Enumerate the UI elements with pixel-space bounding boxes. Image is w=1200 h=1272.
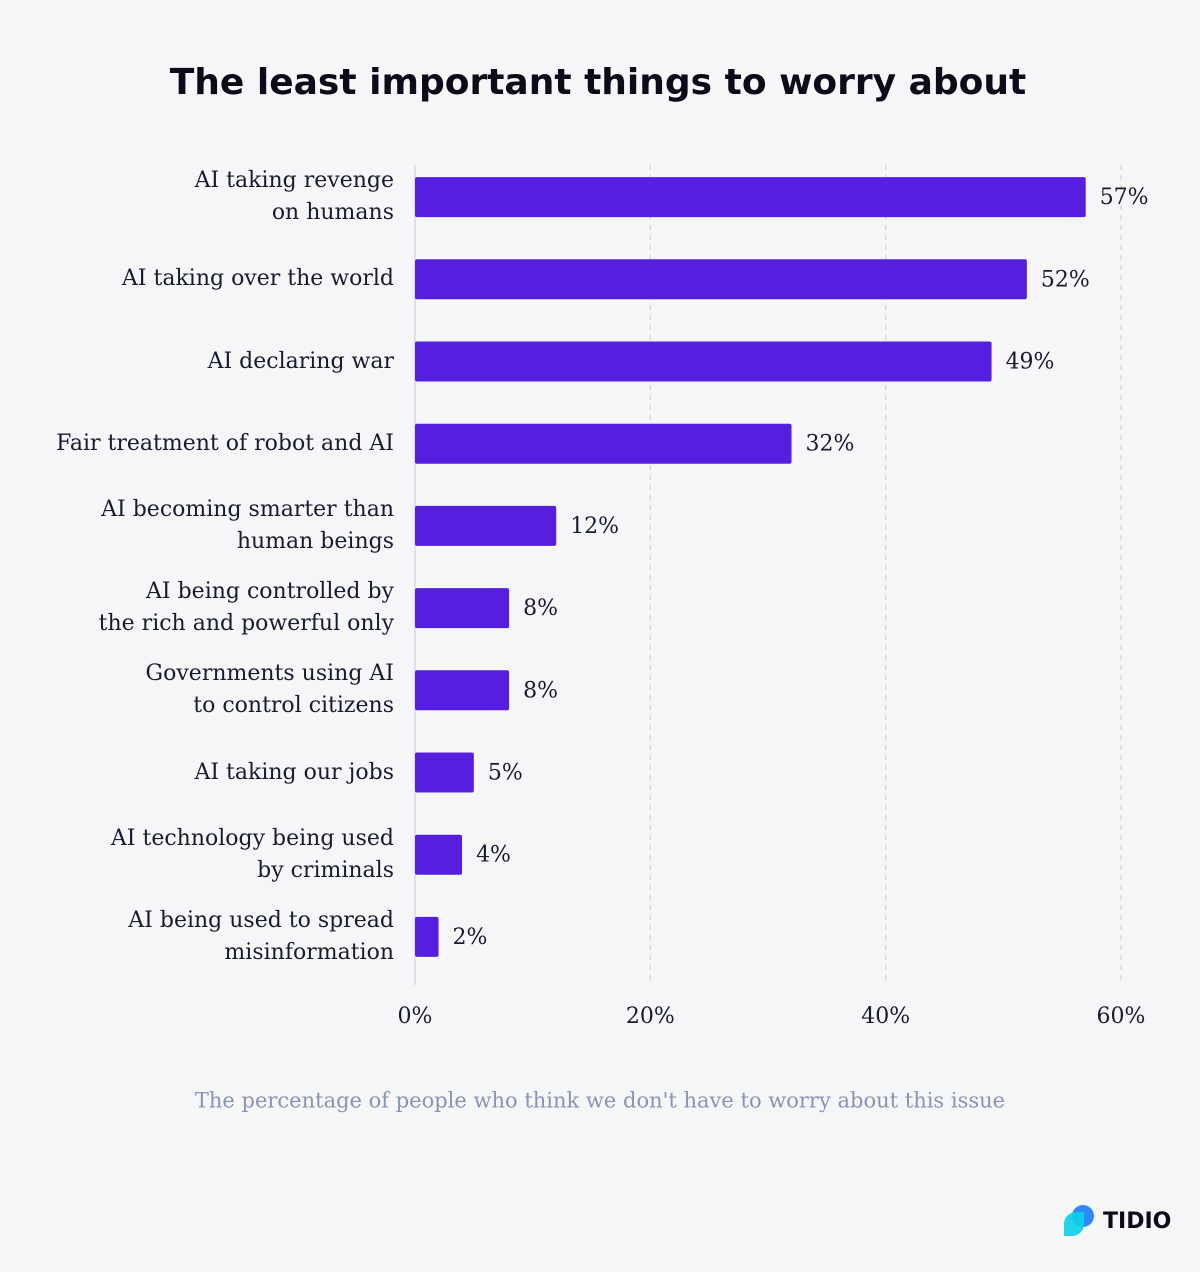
x-tick-label: 40%	[861, 1004, 910, 1029]
category-label: AI taking revenge on humans	[194, 168, 394, 226]
chart-title: The least important things to worry abou…	[170, 62, 1026, 103]
category-label: AI taking over the world	[121, 266, 394, 292]
logo	[1064, 1205, 1094, 1236]
value-label: 8%	[523, 678, 558, 703]
category-label: AI becoming smarter than human beings	[101, 496, 394, 554]
value-label: 5%	[488, 761, 523, 786]
bar	[415, 670, 510, 711]
bar	[415, 423, 792, 464]
caption: The percentage of people who think we do…	[195, 1089, 1005, 1113]
value-label: 2%	[453, 925, 488, 950]
bar	[415, 341, 992, 382]
bar	[415, 752, 474, 793]
bar	[415, 916, 439, 957]
value-label: 49%	[1006, 350, 1055, 375]
bar	[415, 259, 1027, 300]
x-tick-label: 0%	[398, 1004, 433, 1029]
category-label: Governments using AI to control citizens	[145, 661, 394, 719]
bar	[415, 834, 463, 875]
x-tick-label: 20%	[626, 1004, 675, 1029]
value-label: 32%	[806, 432, 855, 457]
bar	[415, 505, 557, 546]
brand: TIDIO	[1103, 1209, 1171, 1234]
value-label: 12%	[570, 514, 619, 539]
category-label: AI technology being used by criminals	[110, 825, 394, 883]
category-label: AI declaring war	[207, 348, 394, 374]
bar	[415, 177, 1086, 218]
category-label: AI being used to spread misinformation	[128, 907, 394, 965]
x-tick-label: 60%	[1097, 1004, 1146, 1029]
bar	[415, 588, 510, 629]
category-label: AI being controlled by the rich and powe…	[98, 579, 394, 637]
value-label: 52%	[1041, 267, 1090, 292]
value-label: 57%	[1100, 185, 1149, 210]
value-label: 4%	[476, 843, 511, 868]
value-label: 8%	[523, 596, 558, 621]
category-label: AI taking our jobs	[194, 759, 394, 785]
category-label: Fair treatment of robot and AI	[56, 430, 394, 456]
